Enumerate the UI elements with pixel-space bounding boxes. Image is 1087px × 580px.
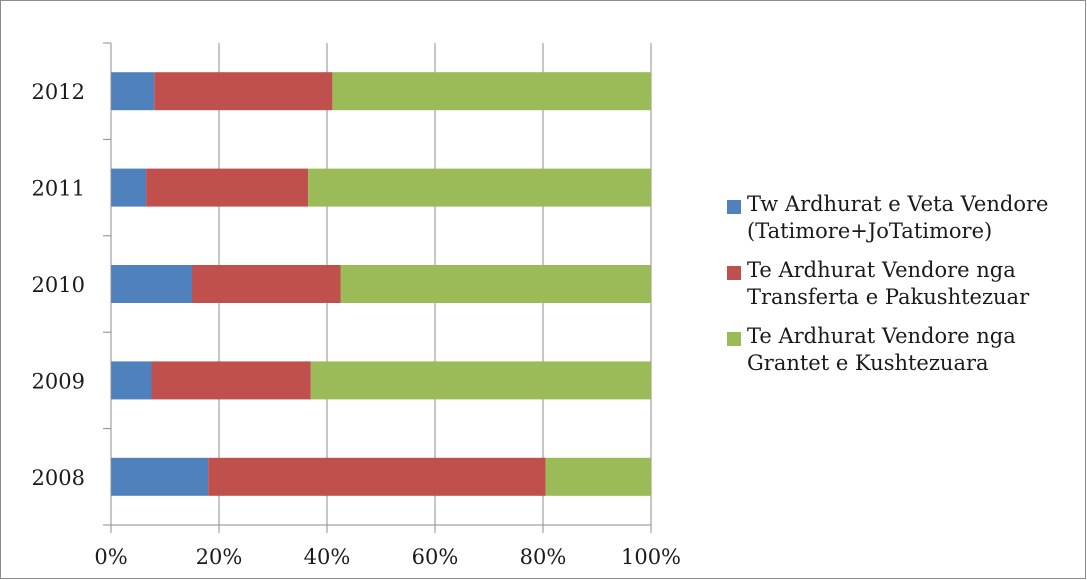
legend-item-unconditional-transfer: Te Ardhurat Vendore nga Transferta e Pak… xyxy=(723,257,1063,311)
bar-segment-2008-series-3 xyxy=(545,457,651,496)
bar-segment-2008-series-1 xyxy=(111,457,209,496)
y-tick-label: 2010 xyxy=(32,273,85,297)
bar-segment-2009-series-1 xyxy=(111,361,152,400)
x-tick-label: 60% xyxy=(412,545,459,569)
bar-segment-2011-series-2 xyxy=(146,168,309,207)
bar-segment-2012-series-2 xyxy=(154,72,333,111)
axes xyxy=(103,42,652,533)
bar-segment-2010-series-3 xyxy=(340,265,651,303)
y-tick-label: 2009 xyxy=(32,369,85,393)
legend: Tw Ardhurat e Veta Vendore (Tatimore+JoT… xyxy=(723,191,1063,389)
y-tick-label: 2008 xyxy=(32,466,85,490)
bar-segment-2009-series-2 xyxy=(151,361,311,400)
x-tick-label: 100% xyxy=(621,545,681,569)
legend-swatch-red xyxy=(727,266,741,280)
legend-label: Te Ardhurat Vendore nga Grantet e Kushte… xyxy=(747,324,1016,375)
x-tick-label: 80% xyxy=(520,545,567,569)
legend-label: Tw Ardhurat e Veta Vendore (Tatimore+JoT… xyxy=(747,192,1049,243)
bar-segment-2011-series-3 xyxy=(308,168,651,207)
bar-segment-2009-series-3 xyxy=(310,361,651,400)
x-tick-label: 40% xyxy=(304,545,351,569)
legend-label: Te Ardhurat Vendore nga Transferta e Pak… xyxy=(747,258,1030,309)
x-tick-label: 20% xyxy=(196,545,243,569)
bar-segment-2012-series-1 xyxy=(111,72,155,111)
legend-item-own-revenues: Tw Ardhurat e Veta Vendore (Tatimore+JoT… xyxy=(723,191,1063,245)
bar-segment-2010-series-1 xyxy=(111,265,192,303)
bar-segment-2010-series-2 xyxy=(192,265,341,303)
bar-segment-2012-series-3 xyxy=(332,72,651,111)
bar-segment-2011-series-1 xyxy=(111,168,147,207)
y-tick-label: 2011 xyxy=(32,177,85,201)
legend-swatch-green xyxy=(727,332,741,346)
y-tick-labels: 2008 2009 2010 2011 2012 xyxy=(32,80,85,490)
x-tick-label: 0% xyxy=(94,545,127,569)
legend-item-conditional-grants: Te Ardhurat Vendore nga Grantet e Kushte… xyxy=(723,323,1063,377)
x-tick-labels: 0% 20% 40% 60% 80% 100% xyxy=(94,545,681,569)
bars xyxy=(111,72,651,496)
bar-segment-2008-series-2 xyxy=(208,457,546,496)
legend-swatch-blue xyxy=(727,200,741,214)
y-tick-label: 2012 xyxy=(32,80,85,104)
